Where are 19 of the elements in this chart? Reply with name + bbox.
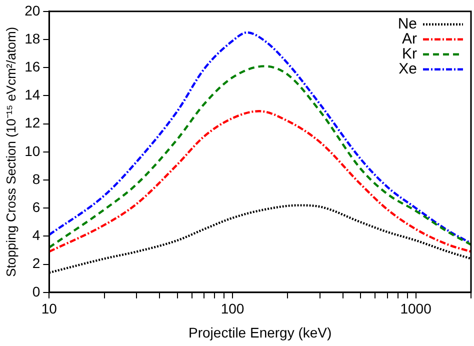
- y-axis-title: Stopping Cross Section (10⁻¹⁵ eVcm²/atom): [3, 26, 18, 277]
- legend-label: Ar: [402, 30, 418, 48]
- legend-label: Xe: [398, 60, 417, 78]
- y-tick-label: 2: [32, 255, 40, 272]
- y-tick-label: 10: [24, 142, 40, 159]
- x-tick-label: 100: [220, 300, 244, 317]
- legend-label: Ne: [398, 16, 417, 33]
- y-tick-label: 16: [24, 58, 40, 74]
- y-tick-label: 20: [24, 2, 40, 18]
- x-axis-title: Projectile Energy (keV): [188, 324, 332, 340]
- y-tick-label: 14: [24, 86, 40, 103]
- y-tick-label: 18: [24, 30, 40, 46]
- y-tick-label: 6: [32, 198, 40, 215]
- y-tick-label: 8: [32, 170, 40, 187]
- y-tick-label: 0: [32, 283, 40, 300]
- legend-label: Kr: [402, 46, 418, 63]
- y-tick-label: 4: [32, 227, 40, 244]
- x-tick-label: 1000: [400, 300, 432, 317]
- y-tick-label: 12: [24, 114, 40, 131]
